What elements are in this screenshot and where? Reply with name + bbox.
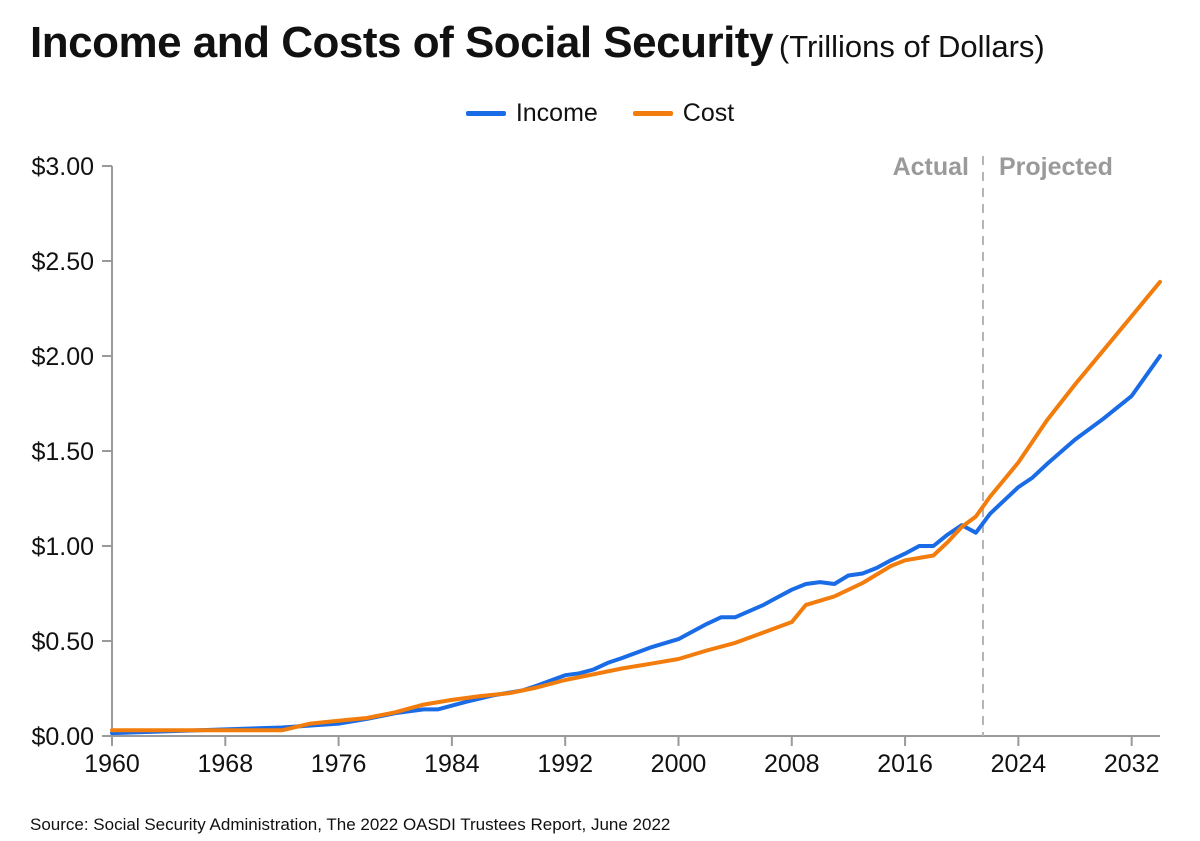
legend-label-income: Income — [515, 99, 598, 127]
x-tick-label: 1992 — [537, 750, 593, 778]
y-tick-label: $2.50 — [31, 248, 94, 276]
y-tick-label: $0.50 — [31, 628, 94, 656]
source-note: Source: Social Security Administration, … — [30, 815, 671, 834]
chart-title-block: Income and Costs of Social Security (Tril… — [30, 18, 1045, 68]
x-tick-label: 2016 — [877, 750, 933, 778]
actual-label: Actual — [893, 153, 969, 181]
legend-swatch-cost — [632, 111, 673, 116]
legend: Income Cost — [0, 94, 1200, 128]
y-tick-label: $1.50 — [31, 438, 94, 466]
y-tick-label: $3.00 — [31, 153, 94, 181]
projected-label: Projected — [999, 153, 1113, 181]
x-tick-label: 1984 — [424, 750, 480, 778]
y-tick-label: $2.00 — [31, 343, 94, 371]
legend-label-cost: Cost — [682, 99, 735, 127]
chart-subtitle: (Trillions of Dollars) — [778, 29, 1045, 64]
x-tick-label: 1968 — [197, 750, 253, 778]
legend-item-cost: Cost — [632, 99, 735, 128]
legend-swatch-income — [465, 111, 506, 116]
series-line-cost — [110, 279, 1162, 733]
x-tick-label: 1976 — [311, 750, 367, 778]
x-tick-label: 2008 — [764, 750, 820, 778]
y-tick-label: $0.00 — [31, 723, 94, 751]
y-tick-label: $1.00 — [31, 533, 94, 561]
x-tick-label: 2000 — [651, 750, 707, 778]
x-tick-label: 2024 — [991, 750, 1047, 778]
x-tick-label: 2032 — [1104, 750, 1160, 778]
legend-item-income: Income — [465, 99, 598, 128]
chart-title: Income and Costs of Social Security — [30, 18, 773, 67]
x-tick-label: 1960 — [84, 750, 140, 778]
series-line-income — [110, 354, 1162, 736]
